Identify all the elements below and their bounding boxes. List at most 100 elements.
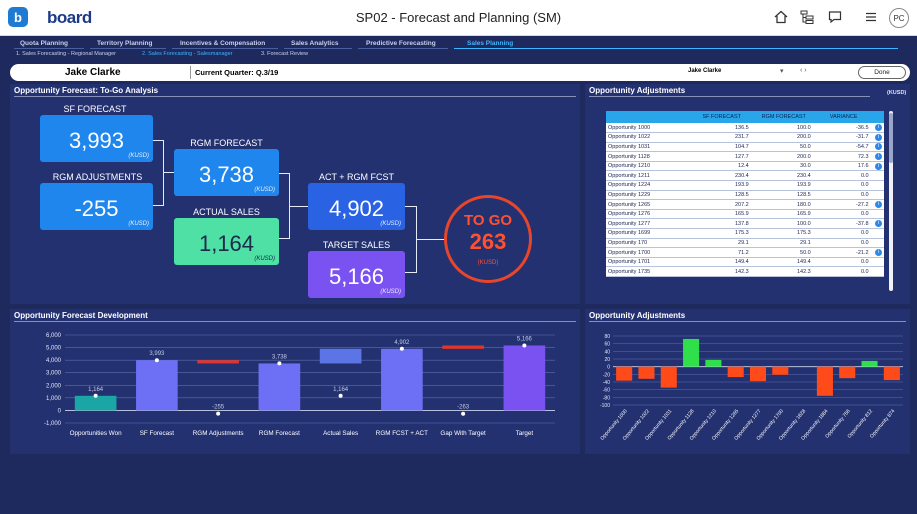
table-cell-rgm[interactable]: 175.3 [752,228,815,239]
table-row[interactable]: Opportunity 1700 71.2 50.0 -21.2 i [606,247,884,258]
table-row[interactable]: Opportunity 1699 175.3 175.3 0.0 [606,228,884,239]
salesperson-select[interactable]: Jake Clarke [688,68,722,74]
table-cell-rgm[interactable]: 149.4 [752,257,815,268]
forecast-development-chart[interactable]: 6,000 5,000 4,000 3,000 2,000 1,000 0 -1,000 1,1… [10,309,580,454]
table-row[interactable]: Opportunity 1210 12.4 30.0 17.6 i [606,161,884,172]
info-icon[interactable]: i [874,220,882,228]
info-icon[interactable]: i [874,201,882,209]
info-icon[interactable]: i [874,143,882,151]
table-scrollbar[interactable] [889,111,893,291]
info-icon[interactable]: i [874,133,882,141]
chart-bar [616,366,633,381]
prev-next-icon[interactable]: ‹ › [800,67,807,74]
column-header[interactable]: RGM FORECAST [752,111,815,123]
connector-line [290,206,308,207]
to-go-circle[interactable] [444,195,532,283]
x-tick-label: RGM Adjustments [193,430,244,437]
rgm-adjustments-card[interactable]: -255 (KUSD) [40,183,153,230]
act-rgm-fcst-card[interactable]: 4,902 (KUSD) [308,183,405,230]
home-icon[interactable] [772,8,790,26]
table-cell-rgm[interactable]: 180.0 [752,199,815,210]
table-row[interactable]: Opportunity 1000 136.5 100.0 -36.5 i [606,123,884,134]
tab-predictive-forecasting[interactable]: Predictive Forecasting [366,40,436,47]
done-button[interactable]: Done [858,66,906,79]
tab-territory-planning[interactable]: Territory Planning [97,40,153,47]
scroll-thumb[interactable] [889,113,893,163]
chart-bar [197,360,239,364]
table-cell-rgm[interactable]: 142.3 [752,266,815,277]
rgm-adjustments-value: -255 [74,196,119,221]
to-go-unit: (KUSD) [477,260,499,266]
menu-icon[interactable] [862,8,880,26]
table-row[interactable]: Opportunity 1031 104.7 50.0 -54.7 i [606,142,884,153]
table-cell-rgm[interactable]: 165.9 [752,209,815,220]
table-row[interactable]: Opportunity 1224 193.9 193.9 0.0 [606,180,884,191]
tab-incentives-compensation[interactable]: Incentives & Compensation [180,40,266,47]
table-cell-info: i [872,218,884,230]
column-header [606,111,691,123]
table-row[interactable]: Opportunity 1128 127.7 200.0 72.3 i [606,151,884,162]
chart-bar [683,338,700,367]
info-icon[interactable]: i [874,124,882,132]
table-cell-rgm[interactable]: 29.1 [752,238,815,249]
table-cell-var: 17.6 [814,161,873,172]
table-cell-rgm[interactable]: 100.0 [752,218,815,230]
board-logo-icon[interactable]: b [8,7,28,27]
table-cell-info [872,238,884,249]
y-tick-label: 1,000 [46,396,62,402]
table-row[interactable]: Opportunity 1229 128.5 128.5 0.0 [606,190,884,201]
table-row[interactable]: Opportunity 1701 149.4 149.4 0.0 [606,257,884,268]
column-header[interactable]: SF FORECAST [690,111,753,123]
table-row[interactable]: Opportunity 1276 165.9 165.9 0.0 [606,209,884,220]
table-cell-rgm[interactable]: 50.0 [752,247,815,258]
table-row[interactable]: Opportunity 1265 207.2 180.0 -27.2 i [606,199,884,210]
chat-icon[interactable] [826,8,844,26]
target-sales-card[interactable]: 5,166 (KUSD) [308,251,405,298]
table-cell-rgm[interactable]: 30.0 [752,161,815,172]
tab-sales-analytics[interactable]: Sales Analytics [291,40,339,47]
y-tick-label: 0 [58,408,62,414]
table-row[interactable]: Opportunity 1211 230.4 230.4 0.0 [606,170,884,182]
table-cell-rgm[interactable]: 230.4 [752,170,815,182]
subtab-forecast-review[interactable]: 3. Forecast Review [261,51,309,57]
app-title: SP02 - Forecast and Planning (SM) [355,10,562,25]
info-icon[interactable]: i [874,162,882,170]
y-tick-label: 80 [604,334,610,340]
tab-sales-planning[interactable]: Sales Planning [467,40,514,47]
info-icon[interactable]: i [874,249,882,257]
adjustments-table: SF FORECAST RGM FORECAST VARIANCE Opport… [606,111,884,277]
table-row[interactable]: Opportunity 1735 142.3 142.3 0.0 [606,266,884,277]
column-header[interactable]: VARIANCE [814,111,873,123]
connector-line [417,239,445,240]
table-cell-sf: 12.4 [690,161,753,172]
table-cell-info [872,266,884,277]
table-cell-rgm[interactable]: 200.0 [752,132,815,143]
rgm-forecast-card[interactable]: 3,738 (KUSD) [174,149,279,196]
table-cell-rgm[interactable]: 193.9 [752,180,815,191]
sf-forecast-card[interactable]: 3,993 (KUSD) [40,115,153,162]
info-icon[interactable]: i [874,153,882,161]
subtab-regional-manager[interactable]: 1. Sales Forecasting - Regional Manager [16,51,116,57]
current-quarter: Current Quarter: Q.3/19 [195,68,279,77]
avatar[interactable]: PC [889,8,909,28]
table-cell-rgm[interactable]: 128.5 [752,190,815,201]
tab-quota-planning[interactable]: Quota Planning [20,40,69,47]
to-go-value: 263 [469,229,507,254]
table-cell-rgm[interactable]: 100.0 [752,123,815,134]
table-cell-rgm[interactable]: 200.0 [752,151,815,162]
tree-icon[interactable] [798,8,816,26]
table-cell-info [872,228,884,239]
table-cell-rgm[interactable]: 50.0 [752,142,815,153]
table-row[interactable]: Opportunity 170 29.1 29.1 0.0 [606,238,884,249]
subtab-salesmanager[interactable]: 2. Sales Forecasting - Salesmanager [142,51,233,57]
table-cell-info [872,209,884,220]
chart-bar [74,395,117,411]
table-row[interactable]: Opportunity 1022 231.7 200.0 -31.7 i [606,132,884,143]
chevron-down-icon[interactable]: ▾ [780,68,784,75]
actual-sales-card[interactable]: 1,164 (KUSD) [174,218,279,265]
table-row[interactable]: Opportunity 1277 137.8 100.0 -37.8 i [606,218,884,230]
table-cell-name: Opportunity 1700 [606,247,691,258]
unit-label: (KUSD) [887,90,907,96]
connector-line [405,206,417,273]
